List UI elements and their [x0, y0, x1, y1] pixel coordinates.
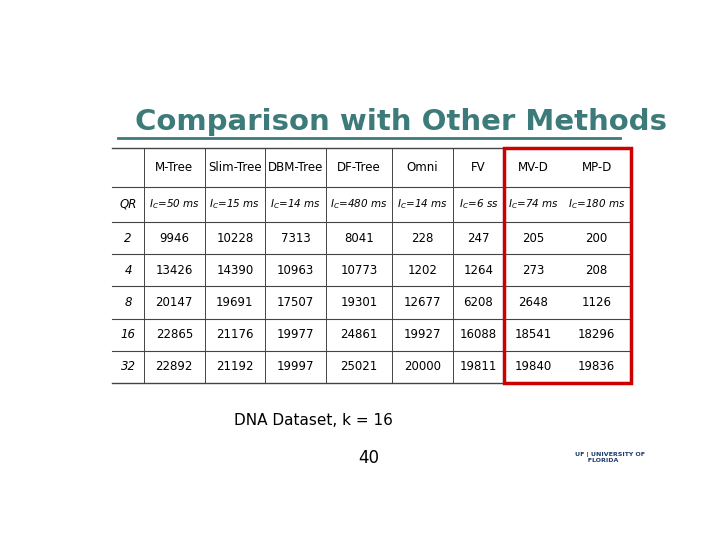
- Text: 18296: 18296: [578, 328, 616, 341]
- Text: $I_C$=74 ms: $I_C$=74 ms: [508, 198, 559, 211]
- Text: 6208: 6208: [464, 296, 493, 309]
- Text: 20147: 20147: [156, 296, 193, 309]
- Text: 10773: 10773: [340, 264, 377, 277]
- Text: 8: 8: [125, 296, 132, 309]
- Text: 208: 208: [585, 264, 608, 277]
- FancyBboxPatch shape: [79, 57, 660, 489]
- Text: 17507: 17507: [276, 296, 314, 309]
- Text: 12677: 12677: [403, 296, 441, 309]
- Text: UF | UNIVERSITY OF
      FLORIDA: UF | UNIVERSITY OF FLORIDA: [575, 453, 645, 463]
- Text: 16: 16: [121, 328, 135, 341]
- Text: $I_C$=14 ms: $I_C$=14 ms: [397, 198, 448, 211]
- Text: 8041: 8041: [344, 232, 374, 245]
- Text: 9946: 9946: [159, 232, 189, 245]
- Text: 32: 32: [121, 360, 135, 373]
- Text: $I_C$=50 ms: $I_C$=50 ms: [149, 198, 199, 211]
- Text: 19840: 19840: [515, 360, 552, 373]
- Text: MV-D: MV-D: [518, 161, 549, 174]
- Text: MP-D: MP-D: [582, 161, 612, 174]
- Text: 247: 247: [467, 232, 490, 245]
- Text: $I_C$=480 ms: $I_C$=480 ms: [330, 198, 387, 211]
- Text: 40: 40: [359, 449, 379, 467]
- Text: 205: 205: [522, 232, 544, 245]
- Text: 2648: 2648: [518, 296, 548, 309]
- Text: 22892: 22892: [156, 360, 193, 373]
- Text: 25021: 25021: [340, 360, 377, 373]
- Text: 19691: 19691: [216, 296, 253, 309]
- Text: 16088: 16088: [460, 328, 497, 341]
- Text: 10963: 10963: [276, 264, 314, 277]
- Text: $I_C$=15 ms: $I_C$=15 ms: [210, 198, 261, 211]
- Text: 19927: 19927: [403, 328, 441, 341]
- Text: Comparison with Other Methods: Comparison with Other Methods: [135, 109, 667, 137]
- Text: Slim-Tree: Slim-Tree: [208, 161, 261, 174]
- Text: 1264: 1264: [464, 264, 493, 277]
- Text: 19997: 19997: [276, 360, 314, 373]
- Text: 24861: 24861: [340, 328, 377, 341]
- Text: $I_C$=180 ms: $I_C$=180 ms: [568, 198, 626, 211]
- Text: $I_C$=6 ss: $I_C$=6 ss: [459, 198, 498, 211]
- Text: 21192: 21192: [216, 360, 253, 373]
- Text: 20000: 20000: [404, 360, 441, 373]
- Text: 273: 273: [522, 264, 544, 277]
- Text: Omni: Omni: [406, 161, 438, 174]
- Text: 19977: 19977: [276, 328, 314, 341]
- Text: DF-Tree: DF-Tree: [337, 161, 381, 174]
- Text: 19836: 19836: [578, 360, 616, 373]
- Text: 7313: 7313: [281, 232, 310, 245]
- Text: 200: 200: [585, 232, 608, 245]
- Text: $I_C$=14 ms: $I_C$=14 ms: [270, 198, 321, 211]
- Text: 21176: 21176: [216, 328, 253, 341]
- Text: FV: FV: [471, 161, 486, 174]
- Text: 13426: 13426: [156, 264, 193, 277]
- Text: 10228: 10228: [216, 232, 253, 245]
- Text: M-Tree: M-Tree: [156, 161, 194, 174]
- Text: 19811: 19811: [460, 360, 497, 373]
- Text: 14390: 14390: [216, 264, 253, 277]
- Text: 19301: 19301: [340, 296, 377, 309]
- Text: 1202: 1202: [408, 264, 437, 277]
- Bar: [505, 148, 631, 383]
- Text: DBM-Tree: DBM-Tree: [268, 161, 323, 174]
- Text: 1126: 1126: [582, 296, 612, 309]
- Text: 228: 228: [411, 232, 433, 245]
- Text: DNA Dataset, k = 16: DNA Dataset, k = 16: [234, 413, 392, 428]
- Text: 4: 4: [125, 264, 132, 277]
- Text: QR: QR: [120, 198, 137, 211]
- Text: 18541: 18541: [515, 328, 552, 341]
- Text: 22865: 22865: [156, 328, 193, 341]
- Text: 2: 2: [125, 232, 132, 245]
